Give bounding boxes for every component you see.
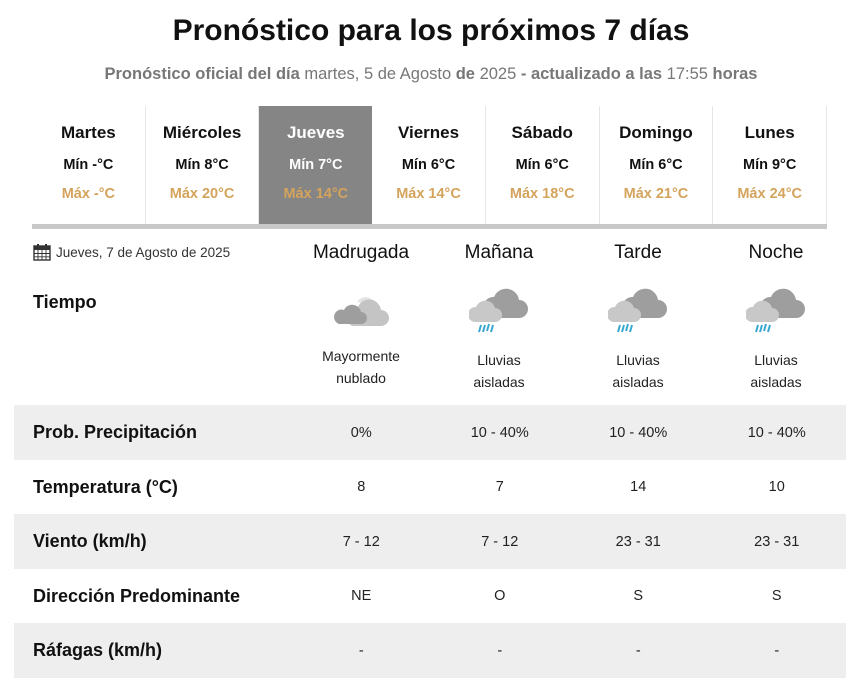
row-value: 10 - 40%: [747, 424, 806, 441]
row-label: Ráfagas (km/h): [33, 640, 163, 660]
weather-description: Lluvias aisladas: [473, 352, 525, 390]
selected-date: Jueves, 7 de Agosto de 2025: [33, 243, 230, 261]
weather-description: Lluvias aisladas: [750, 352, 802, 390]
day-tab-4[interactable]: Sábado Mín 6°C Máx 18°C: [486, 106, 600, 224]
day-min: Mín -°C: [63, 157, 114, 173]
day-max: Máx 24°C: [737, 186, 802, 202]
row-label: Temperatura (°C): [33, 476, 178, 497]
table-row: Temperatura (°C) 8 7 14 10: [14, 460, 846, 515]
row-value: NE: [351, 588, 372, 604]
table-row: Prob. Precipitación 0% 10 - 40% 10 - 40% 10 …: [14, 405, 846, 460]
table-row: Viento (km/h) 7 - 12 7 - 12 23 - 31 23 - 31: [14, 514, 846, 569]
row-value: -: [497, 642, 503, 659]
row-value: S: [633, 588, 644, 604]
row-value: O: [494, 588, 506, 604]
page-subtitle: Pronóstico oficial del día martes, 5 de …: [104, 65, 758, 83]
period-tarde: Tarde: [614, 242, 662, 263]
day-max: Máx 14°C: [283, 186, 349, 202]
day-name: Domingo: [619, 123, 693, 142]
row-label: Prob. Precipitación: [33, 422, 198, 442]
day-tab-0[interactable]: Martes Mín -°C Máx -°C: [32, 106, 146, 224]
isolated-rain-icon: [707, 288, 845, 341]
day-name: Martes: [60, 123, 116, 142]
day-max: Máx 21°C: [623, 186, 689, 202]
weather-cell: Lluvias aisladas: [569, 288, 707, 393]
row-value: 7 - 12: [342, 533, 380, 550]
row-value: 23 - 31: [615, 533, 661, 550]
row-value: 7 - 12: [481, 533, 519, 550]
day-tabs: Martes Mín -°C Máx -°C Miércoles Mín 8°C Máx …: [32, 106, 828, 224]
mostly-cloudy-night-icon: [292, 288, 430, 337]
tiempo-label: Tiempo: [33, 292, 97, 312]
row-value: -: [635, 642, 641, 659]
weather-cell: Lluvias aisladas: [707, 288, 845, 393]
day-tab-3[interactable]: Viernes Mín 6°C Máx 14°C: [372, 106, 486, 224]
day-max: Máx 20°C: [169, 186, 235, 202]
table-row: Ráfagas (km/h) - - - -: [14, 623, 846, 678]
row-value: -: [358, 642, 364, 659]
day-min: Mín 6°C: [629, 157, 683, 173]
row-label: Dirección Predominante: [33, 585, 241, 606]
row-value: 0%: [350, 424, 372, 441]
isolated-rain-icon: [430, 288, 568, 341]
day-max: Máx 14°C: [396, 186, 461, 202]
weather-description: Lluvias aisladas: [612, 352, 664, 390]
day-min: Mín 6°C: [515, 157, 569, 173]
weather-description: Mayormente nublado: [322, 348, 400, 386]
day-tab-2[interactable]: Jueves Mín 7°C Máx 14°C: [259, 106, 373, 224]
day-min: Mín 9°C: [743, 157, 797, 173]
table-row: Dirección Predominante NE O S S: [14, 569, 846, 624]
weather-cell: Mayormente nublado: [292, 288, 430, 389]
page-title: Pronóstico para los próximos 7 días: [172, 14, 690, 47]
date-text: Jueves, 7 de Agosto de 2025: [56, 244, 231, 260]
day-min: Mín 8°C: [175, 157, 229, 173]
row-value: 23 - 31: [754, 533, 800, 550]
row-value: 8: [357, 479, 366, 495]
day-name: Jueves: [286, 123, 345, 142]
row-value: 7: [495, 479, 504, 495]
day-max: Máx -°C: [61, 186, 116, 202]
period-noche: Noche: [748, 242, 804, 263]
day-tab-1[interactable]: Miércoles Mín 8°C Máx 20°C: [146, 106, 260, 224]
row-value: 10: [768, 479, 785, 495]
day-name: Lunes: [744, 123, 795, 142]
weather-cell: Lluvias aisladas: [430, 288, 568, 393]
day-name: Miércoles: [162, 123, 242, 142]
row-label: Viento (km/h): [33, 531, 147, 551]
day-min: Mín 6°C: [401, 157, 456, 173]
row-value: 10 - 40%: [470, 424, 529, 441]
row-value: S: [771, 588, 782, 604]
period-manana: Mañana: [464, 242, 534, 263]
period-madrugada: Madrugada: [312, 242, 410, 263]
day-name: Sábado: [511, 123, 573, 142]
day-min: Mín 7°C: [289, 157, 343, 173]
calendar-icon: [33, 244, 51, 261]
day-tab-5[interactable]: Domingo Mín 6°C Máx 21°C: [600, 106, 714, 224]
row-value: 10 - 40%: [609, 424, 668, 441]
day-tabs-underline: [32, 224, 827, 229]
row-value: 14: [630, 479, 647, 495]
day-name: Viernes: [397, 123, 460, 142]
isolated-rain-icon: [569, 288, 707, 341]
day-max: Máx 18°C: [509, 186, 575, 202]
row-value: -: [774, 642, 780, 659]
day-tab-6[interactable]: Lunes Mín 9°C Máx 24°C: [713, 106, 828, 224]
